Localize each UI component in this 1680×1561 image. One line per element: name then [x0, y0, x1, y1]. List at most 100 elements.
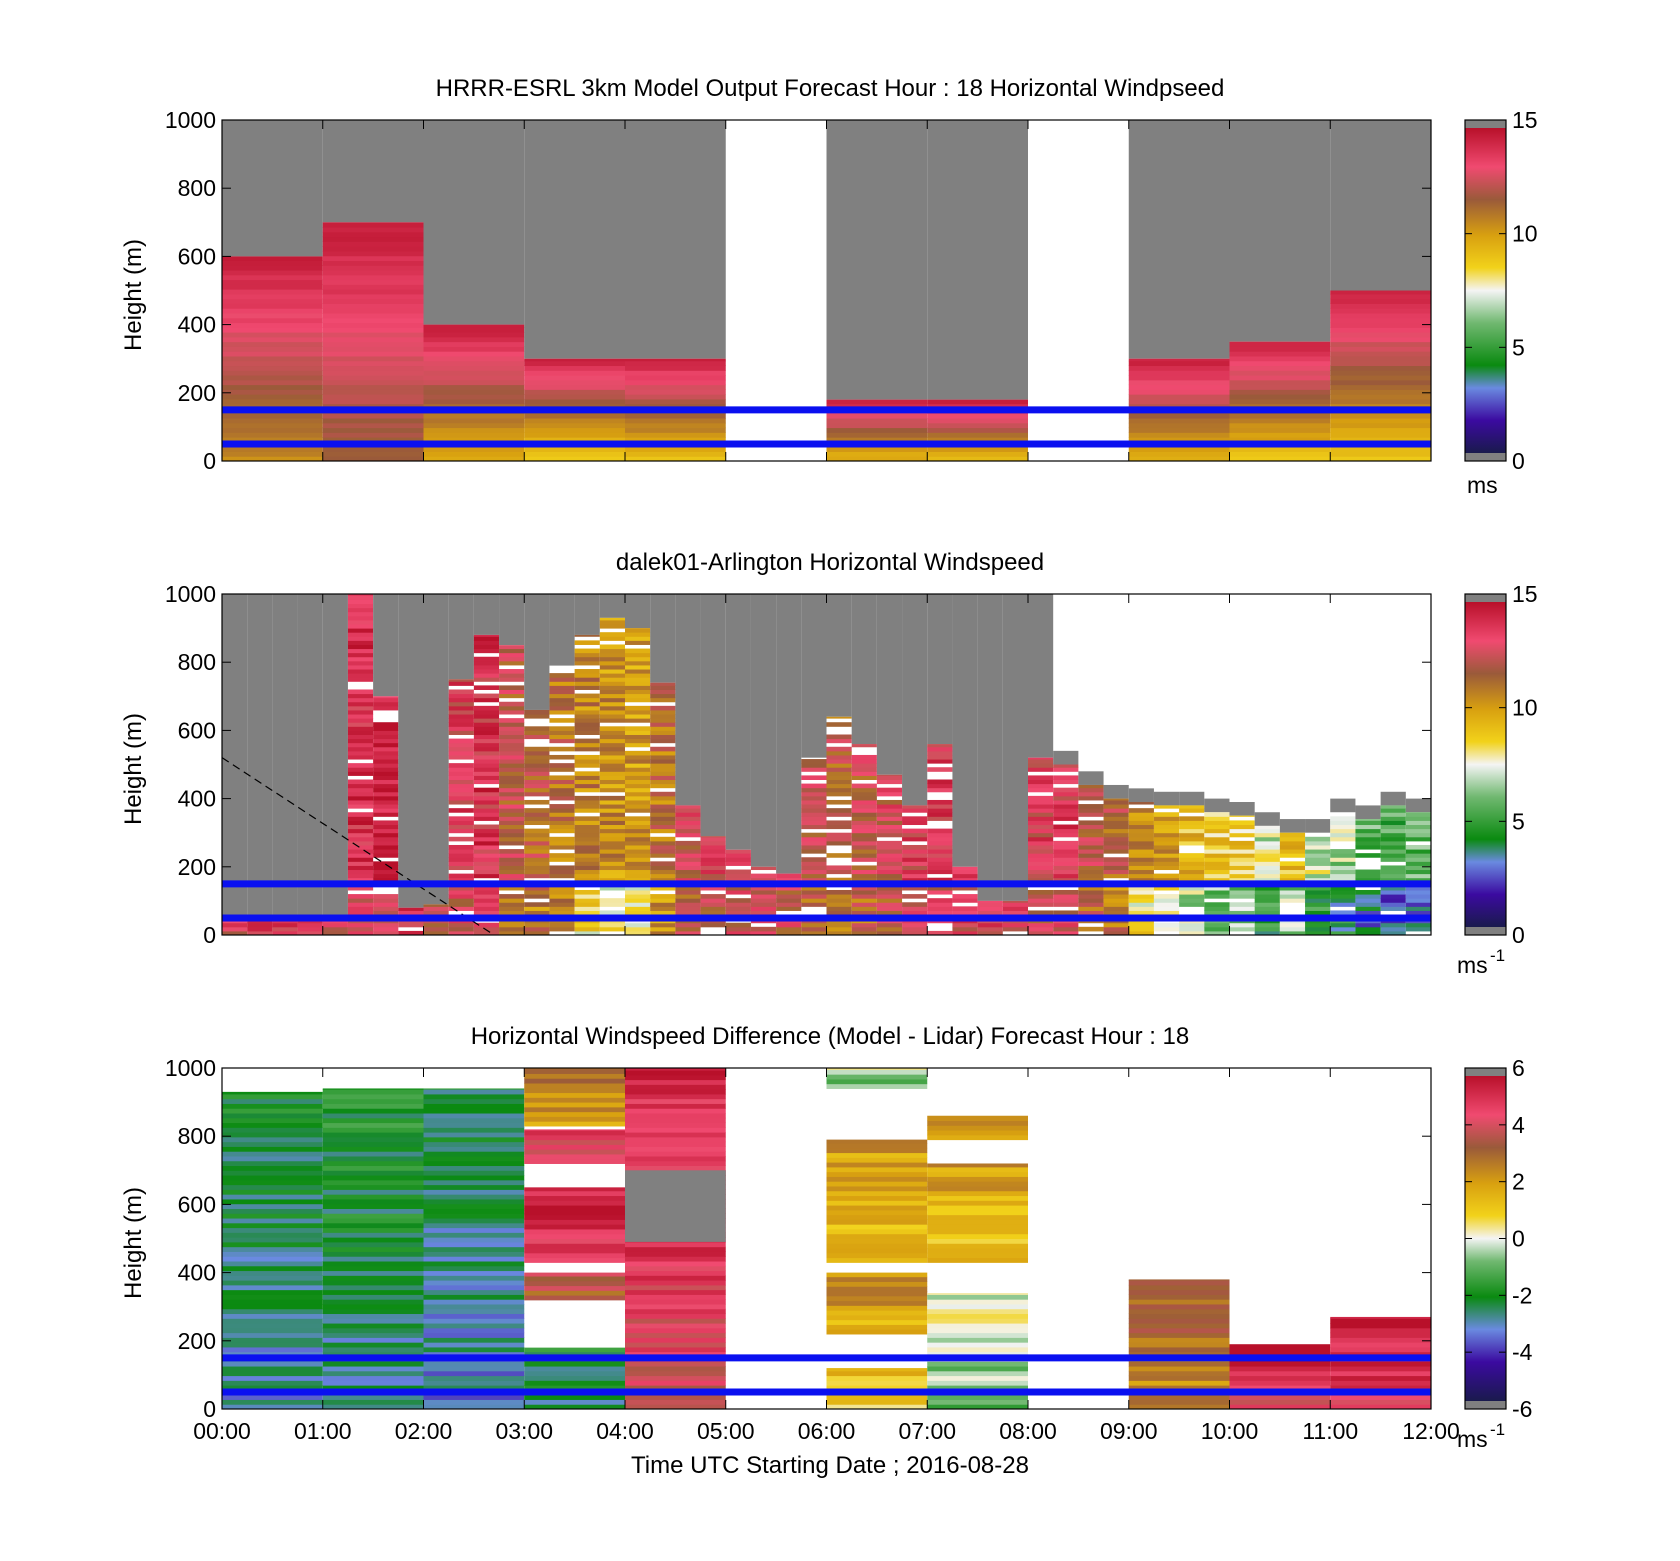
- panel-lidar-cell: [1405, 898, 1431, 903]
- panel-difference-cell: [423, 1337, 525, 1343]
- panel-difference-cell: [524, 1233, 625, 1239]
- panel-lidar-cell: [599, 922, 625, 928]
- panel-lidar-cell: [1254, 857, 1280, 862]
- panel-lidar-cell: [499, 669, 525, 674]
- panel-lidar-cell: [347, 857, 374, 862]
- panel-lidar-cell: [1103, 816, 1129, 821]
- panel-model-cell: [625, 398, 726, 405]
- panel-lidar-cell: [952, 894, 978, 899]
- panel-lidar-cell: [826, 808, 852, 813]
- panel-lidar-cell: [499, 804, 525, 809]
- panel-difference-cell: [1128, 1342, 1230, 1348]
- panel-model-cell: [524, 456, 625, 462]
- panel-lidar-cell: [1380, 922, 1406, 928]
- panel-lidar-cell: [1279, 836, 1306, 842]
- panel-lidar-cell: [1330, 873, 1356, 879]
- panel-lidar-cell: [1355, 824, 1381, 830]
- panel-lidar-cell: [448, 779, 474, 785]
- panel-lidar-cell: [725, 889, 751, 895]
- panel-lidar-cell: [1355, 844, 1381, 850]
- panel-difference-cell: [322, 1179, 424, 1186]
- panel-lidar-missing-cell: [1002, 594, 1028, 901]
- panel-lidar-cell: [1128, 828, 1154, 834]
- panel-lidar-cell: [1204, 889, 1230, 895]
- panel-lidar-cell: [1078, 820, 1104, 826]
- panel-lidar-cell: [1254, 898, 1280, 903]
- panel-difference-cell: [423, 1265, 525, 1272]
- panel-difference-cell: [423, 1203, 525, 1209]
- panel-difference-cell: [423, 1270, 525, 1276]
- panel-difference-cell: [524, 1097, 625, 1103]
- panel-lidar-cell: [1128, 836, 1154, 842]
- panel-lidar-cell: [524, 763, 550, 768]
- panel-lidar-cell: [1254, 840, 1280, 846]
- panel-lidar-cell: [851, 828, 877, 834]
- panel-lidar-cell: [725, 922, 751, 928]
- panel-difference-cell: [322, 1132, 424, 1138]
- panel-lidar-cell: [1305, 902, 1331, 907]
- panel-lidar-cell: [524, 910, 550, 916]
- panel-model-cell: [423, 351, 525, 357]
- panel-difference-cell: [927, 1176, 1028, 1182]
- panel-lidar-cell: [650, 779, 676, 785]
- panel-difference-cell: [222, 1370, 323, 1377]
- panel-difference-cell: [524, 1243, 625, 1249]
- panel-lidar-cell: [650, 738, 676, 744]
- panel-difference-cell: [423, 1170, 525, 1176]
- panel-lidar-cell: [473, 644, 500, 650]
- panel-lidar-cell: [549, 697, 575, 703]
- panel-lidar-cell: [599, 664, 625, 670]
- panel-difference-colorbar-cap-bottom: [1465, 1401, 1506, 1409]
- panel-difference-cell: [625, 1146, 726, 1152]
- panel-model-cell: [1128, 422, 1230, 429]
- panel-difference-cell: [322, 1184, 424, 1190]
- panel-difference-cell: [524, 1366, 625, 1372]
- panel-model-cell: [524, 418, 625, 424]
- panel-lidar-cell: [599, 799, 625, 805]
- panel-lidar-cell: [1078, 877, 1104, 883]
- panel-lidar-cell: [347, 763, 374, 768]
- panel-difference-cell: [1330, 1394, 1431, 1400]
- panel-lidar-cell: [1028, 808, 1054, 813]
- panel-lidar-cell: [826, 787, 852, 793]
- panel-difference-cell: [625, 1284, 726, 1291]
- panel-difference-cell: [826, 1329, 928, 1335]
- panel-model-cell: [625, 360, 726, 367]
- panel-lidar-cell: [1305, 926, 1331, 932]
- panel-difference-cell: [524, 1399, 625, 1405]
- panel-model-cell: [826, 456, 928, 462]
- panel-model-cell: [524, 379, 625, 386]
- panel-difference-cell: [322, 1337, 424, 1343]
- panel-lidar-cell: [801, 799, 827, 805]
- panel-lidar-cell: [801, 877, 827, 883]
- panel-lidar-cell: [776, 898, 802, 903]
- panel-lidar-cell: [448, 930, 474, 936]
- panel-lidar-cell: [347, 930, 374, 936]
- panel-model-cell: [524, 370, 625, 376]
- panel-lidar-cell: [1405, 873, 1431, 879]
- panel-lidar-cell: [347, 750, 374, 756]
- panel-lidar-cell: [1254, 849, 1280, 854]
- panel-lidar-cell: [448, 808, 474, 813]
- panel-lidar-cell: [473, 787, 500, 793]
- panel-lidar-cell: [1179, 840, 1205, 846]
- panel-lidar-cell: [1153, 816, 1180, 821]
- panel-difference-cell: [1128, 1337, 1230, 1343]
- panel-lidar-cell: [902, 865, 928, 871]
- panel-difference-cell: [625, 1380, 726, 1386]
- panel-difference-cell: [222, 1184, 323, 1190]
- panel-lidar-cell: [373, 836, 399, 842]
- panel-lidar-cell: [1254, 828, 1280, 834]
- panel-lidar-cell: [1330, 889, 1356, 895]
- panel-lidar-cell: [473, 677, 500, 682]
- panel-lidar-cell: [801, 922, 827, 928]
- panel-lidar-cell: [851, 840, 877, 846]
- panel-lidar-cell: [700, 849, 726, 854]
- panel-lidar-cell: [1179, 889, 1205, 895]
- panel-lidar-cell: [1380, 808, 1406, 813]
- panel-lidar-cell: [826, 746, 852, 752]
- panel-difference-cell: [222, 1313, 323, 1319]
- panel-difference-cell: [927, 1299, 1028, 1305]
